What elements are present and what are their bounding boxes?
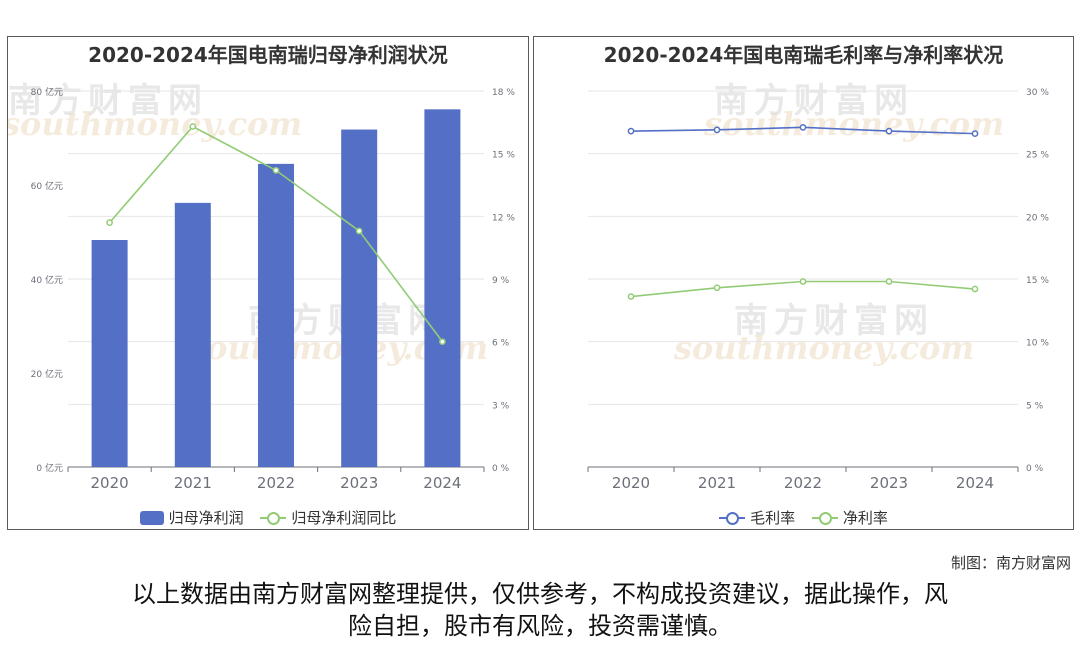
x-tick-label: 2022	[257, 474, 295, 492]
legend-item-net-profit-yoy[interactable]: 归母净利润同比	[260, 507, 396, 528]
legend-line-swatch	[260, 511, 287, 525]
line-point	[799, 123, 807, 131]
y-right-tick-label: 0 %	[492, 464, 510, 474]
line-point	[885, 127, 893, 135]
x-tick-label: 2020	[91, 474, 129, 492]
y-right-tick-label: 5 %	[1026, 401, 1044, 411]
x-tick-label: 2020	[612, 474, 650, 492]
y-right-tick-label: 3 %	[492, 401, 510, 411]
y-left-tick-label: 0 亿元	[36, 462, 63, 474]
x-tick-label: 2023	[340, 474, 378, 492]
legend-item-net-margin[interactable]: 净利率	[811, 507, 888, 528]
legend-line-swatch	[719, 511, 746, 525]
chart-legend: 毛利率 净利率	[534, 507, 1073, 528]
legend-label: 归母净利润	[168, 509, 244, 527]
net-profit-plot: 0 % 3 % 6 % 9 % 12 % 15 % 18 % 0 亿元 20 亿元 40 亿元 60…	[31, 86, 516, 492]
y-right-tick-label: 9 %	[492, 276, 510, 286]
line-point	[106, 219, 113, 226]
legend-label: 归母净利润同比	[291, 509, 397, 527]
y-left-tick-label: 40 亿元	[31, 274, 63, 286]
y-left-tick-label: 60 亿元	[31, 180, 63, 192]
y-right-tick-label: 30 %	[1026, 88, 1049, 98]
line-point	[713, 284, 721, 292]
y-left-tick-label: 80 亿元	[31, 86, 63, 98]
bar	[258, 163, 294, 467]
disclaimer-line: 险自担，股市有风险，投资需谨慎。	[348, 612, 732, 640]
y-right-tick-label: 15 %	[492, 151, 515, 161]
line-point	[713, 126, 721, 134]
y-right-tick-label: 20 %	[1026, 213, 1049, 223]
line-point	[272, 167, 280, 174]
legend-label: 净利率	[842, 509, 888, 527]
bar	[174, 202, 211, 468]
y-right-tick-label: 12 %	[492, 213, 515, 223]
margin-chart: 南方财富网 southmoney.com 南方财富网 southmoney.co…	[533, 36, 1074, 530]
chart-title: 2020-2024年国电南瑞毛利率与净利率状况	[603, 43, 1004, 67]
bar	[91, 239, 128, 467]
y-right-tick-label: 6 %	[492, 339, 510, 349]
y-right-tick-label: 0 %	[1026, 464, 1044, 474]
bar	[341, 129, 378, 467]
net-profit-chart: 南方财富网 southmoney.com 南方财富网 southmoney.co…	[7, 36, 529, 530]
bar	[424, 109, 461, 467]
legend-bar-swatch	[139, 510, 164, 525]
line-point	[971, 285, 979, 293]
line-point	[439, 338, 446, 346]
legend-item-gross-margin[interactable]: 毛利率	[719, 507, 795, 528]
legend-label: 毛利率	[750, 509, 796, 527]
y-right-tick-label: 18 %	[492, 88, 515, 98]
line-point	[799, 278, 807, 285]
x-tick-label: 2021	[174, 474, 212, 492]
chart-legend: 归母净利润 归母净利润同比	[8, 507, 528, 528]
line-point	[189, 123, 197, 130]
x-tick-label: 2024	[956, 474, 994, 492]
y-right-tick-label: 25 %	[1026, 151, 1049, 161]
y-right-tick-label: 10 %	[1026, 339, 1049, 349]
line-point	[627, 127, 635, 135]
chart-title: 2020-2024年国电南瑞归母净利润状况	[88, 43, 448, 67]
disclaimer: 以上数据由南方财富网整理提供，仅供参考，不构成投资建议，据此操作，风 险自担，股…	[0, 578, 1080, 642]
line-point	[971, 130, 979, 137]
x-tick-label: 2021	[698, 474, 736, 492]
x-tick-label: 2023	[870, 474, 908, 492]
disclaimer-line: 以上数据由南方财富网整理提供，仅供参考，不构成投资建议，据此操作，风	[132, 580, 948, 608]
chart-credit: 制图：南方财富网	[950, 554, 1071, 572]
line-point	[355, 227, 363, 235]
legend-line-swatch	[811, 511, 838, 525]
y-right-tick-label: 15 %	[1026, 276, 1049, 286]
y-left-tick-label: 20 亿元	[31, 368, 63, 380]
x-tick-label: 2024	[423, 474, 461, 492]
line-point	[885, 278, 893, 285]
margin-plot: 0 % 5 % 10 % 15 % 20 % 25 % 30 % 2020 2021 2022 20…	[587, 88, 1049, 492]
legend-item-net-profit[interactable]: 归母净利润	[139, 507, 244, 528]
x-tick-label: 2022	[784, 474, 822, 492]
line-point	[627, 293, 635, 300]
